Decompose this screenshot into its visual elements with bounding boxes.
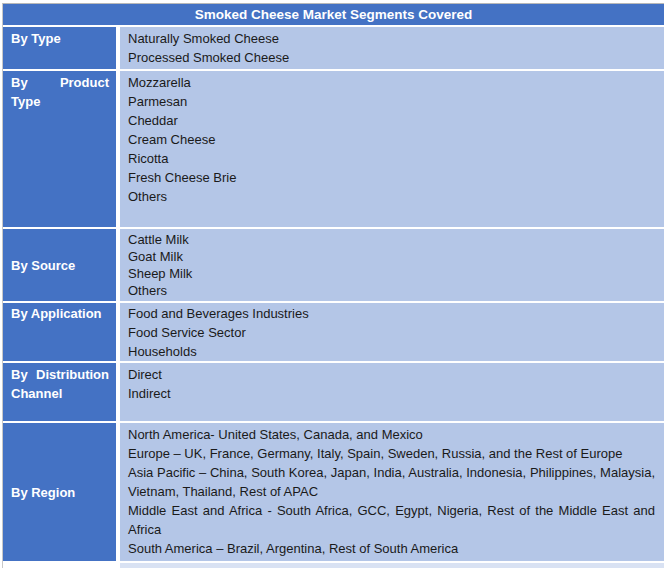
segment-item: South America – Brazil, Argentina, Rest … [128, 539, 655, 558]
row-label-by-source: By Source [3, 229, 116, 301]
row-label-by-product-type: By Product Type [3, 71, 116, 227]
segment-item: Direct [128, 365, 655, 384]
table-row-by-region: By Region North America- United States, … [3, 423, 664, 561]
segment-item: Processed Smoked Cheese [128, 48, 655, 67]
segment-item: Indirect [128, 384, 655, 403]
segment-item: Naturally Smoked Cheese [128, 29, 655, 48]
segment-item: Mozzarella [128, 73, 655, 92]
segment-item: Fresh Cheese Brie [128, 168, 655, 187]
row-content-by-source: Cattle Milk Goat Milk Sheep Milk Others [120, 229, 664, 301]
segment-item: Middle East and Africa - South Africa, G… [128, 501, 655, 539]
segment-item: Food Service Sector [128, 323, 655, 342]
table-row-by-application: By Application Food and Beverages Indust… [3, 303, 664, 361]
row-label-by-application: By Application [3, 303, 116, 361]
row-content-by-region: North America- United States, Canada, an… [120, 423, 664, 561]
row-content-by-distribution-channel: Direct Indirect [120, 363, 664, 421]
next-row-label-cell [3, 563, 116, 568]
segment-item: Cheddar [128, 111, 655, 130]
row-label-by-type: By Type [3, 27, 116, 69]
segments-table: Smoked Cheese Market Segments Covered By… [2, 3, 664, 568]
next-row-partial [3, 563, 664, 568]
table-row-by-distribution-channel: By Distribution Channel Direct Indirect [3, 363, 664, 421]
segment-item: Others [128, 187, 655, 206]
segment-item: North America- United States, Canada, an… [128, 425, 655, 444]
segment-item: Households [128, 342, 655, 361]
row-content-by-product-type: Mozzarella Parmesan Cheddar Cream Cheese… [120, 71, 664, 227]
segment-item: Ricotta [128, 149, 655, 168]
table-row-by-source: By Source Cattle Milk Goat Milk Sheep Mi… [3, 229, 664, 301]
segment-item: Cream Cheese [128, 130, 655, 149]
segment-item: Cattle Milk [128, 231, 655, 248]
segment-item: Europe – UK, France, Germany, Italy, Spa… [128, 444, 655, 463]
segment-item: Others [128, 282, 655, 299]
table-row-by-product-type: By Product Type Mozzarella Parmesan Ched… [3, 71, 664, 227]
row-content-by-type: Naturally Smoked Cheese Processed Smoked… [120, 27, 664, 69]
row-label-by-region: By Region [3, 423, 116, 561]
row-content-by-application: Food and Beverages Industries Food Servi… [120, 303, 664, 361]
table-header-title: Smoked Cheese Market Segments Covered [3, 4, 664, 25]
segment-item: Goat Milk [128, 248, 655, 265]
next-row-content-cell [120, 563, 664, 568]
segment-item: Asia Pacific – China, South Korea, Japan… [128, 463, 655, 501]
segment-item: Sheep Milk [128, 265, 655, 282]
segment-item: Food and Beverages Industries [128, 304, 655, 323]
row-label-by-distribution-channel: By Distribution Channel [3, 363, 116, 421]
segment-item: Parmesan [128, 92, 655, 111]
table-row-by-type: By Type Naturally Smoked Cheese Processe… [3, 27, 664, 69]
